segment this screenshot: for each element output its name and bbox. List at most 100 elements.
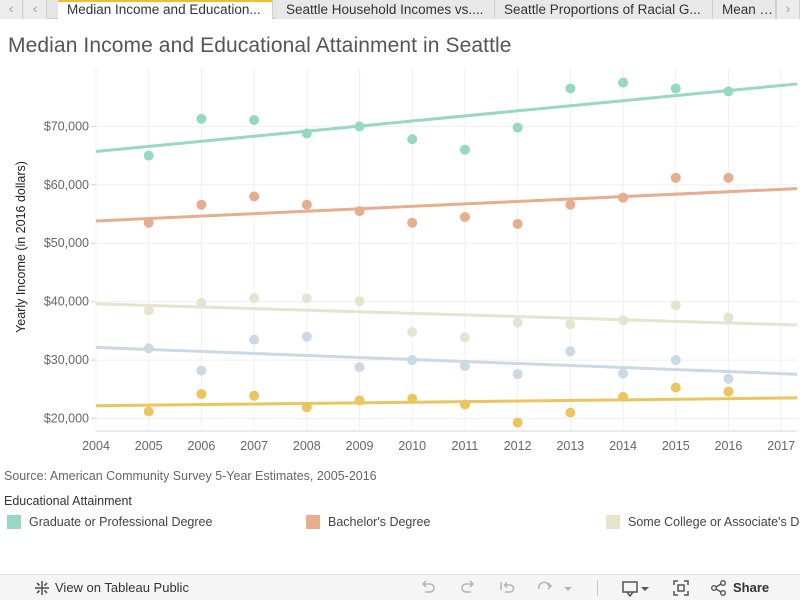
tab-median-income-education[interactable]: Median Income and Education...	[58, 0, 273, 19]
data-point-graduate	[512, 122, 523, 133]
data-point-less_than_hs	[249, 390, 260, 401]
data-point-some_college	[459, 332, 470, 343]
data-point-graduate	[249, 114, 260, 125]
x-tick-label: 2005	[135, 439, 163, 453]
data-point-bachelor	[723, 172, 734, 183]
x-tick-label: 2013	[556, 439, 584, 453]
share-button[interactable]: Share	[733, 580, 770, 595]
legend-label: Some College or Associate's De	[628, 515, 800, 529]
data-point-graduate	[196, 113, 207, 124]
refresh-dropdown-chevron-icon[interactable]	[562, 578, 574, 598]
data-point-high_school	[618, 368, 629, 379]
data-point-less_than_hs	[143, 406, 154, 417]
data-point-graduate	[670, 83, 681, 94]
tab-scroll-left-arrow-icon[interactable]: ‹	[24, 0, 47, 19]
tab-scroll-right-icon[interactable]: ›	[776, 0, 800, 19]
legend-label: Graduate or Professional Degree	[29, 515, 213, 529]
data-point-high_school	[196, 365, 207, 376]
data-point-high_school	[670, 355, 681, 366]
data-point-bachelor	[565, 199, 576, 210]
data-point-graduate	[618, 77, 629, 88]
data-point-bachelor	[143, 217, 154, 228]
data-point-some_college	[723, 312, 734, 323]
data-point-less_than_hs	[354, 395, 365, 406]
trend-line-graduate	[95, 82, 798, 153]
legend-swatch-graduate	[7, 515, 21, 529]
data-point-less_than_hs	[512, 417, 523, 428]
y-tick-label: $50,000	[44, 236, 89, 250]
y-tick-label: $40,000	[44, 295, 89, 309]
tab-mean-income[interactable]: Mean Inc	[713, 0, 776, 19]
toolbar-divider	[597, 580, 598, 596]
legend-title: Educational Attainment	[4, 494, 132, 508]
data-point-high_school	[249, 334, 260, 345]
data-point-some_college	[512, 317, 523, 328]
data-point-bachelor	[196, 199, 207, 210]
legend-swatch-bachelor	[306, 515, 320, 529]
data-point-some_college	[196, 297, 207, 308]
y-tick-label: $30,000	[44, 353, 89, 367]
y-axis-title: Yearly Income (in 2016 dollars)	[14, 161, 28, 333]
trend-line-less_than_hs	[95, 396, 798, 408]
data-point-some_college	[249, 293, 260, 304]
x-tick-label: 2009	[346, 439, 374, 453]
x-tick-label: 2008	[293, 439, 321, 453]
x-tick-label: 2010	[398, 439, 426, 453]
data-point-bachelor	[618, 192, 629, 203]
data-point-graduate	[407, 134, 418, 145]
trend-line-bachelor	[95, 187, 798, 223]
y-tick-label: $60,000	[44, 178, 89, 192]
data-point-some_college	[301, 293, 312, 304]
data-point-bachelor	[670, 172, 681, 183]
share-icon[interactable]	[709, 578, 729, 598]
data-point-high_school	[354, 362, 365, 373]
data-point-some_college	[670, 300, 681, 311]
data-point-high_school	[565, 346, 576, 357]
axes: $20,000 $30,000 $40,000 $50,000 $60,000 $70,0…	[44, 119, 795, 453]
view-on-tableau-public-link[interactable]: View on Tableau Public	[55, 580, 189, 595]
data-point-high_school	[723, 373, 734, 384]
data-point-some_college	[618, 315, 629, 326]
data-point-bachelor	[354, 206, 365, 217]
redo-icon[interactable]	[458, 578, 478, 598]
x-tick-label: 2007	[240, 439, 268, 453]
data-point-bachelor	[249, 191, 260, 202]
legend-swatch-some-college	[606, 515, 620, 529]
x-tick-label: 2006	[188, 439, 216, 453]
data-point-graduate	[143, 150, 154, 161]
data-point-less_than_hs	[565, 407, 576, 418]
data-point-less_than_hs	[196, 388, 207, 399]
x-tick-label: 2015	[662, 439, 690, 453]
data-point-high_school	[459, 360, 470, 371]
tab-bar: ‹ ‹ Median Income and Education... Seatt…	[0, 0, 800, 19]
data-point-less_than_hs	[407, 393, 418, 404]
y-tick-label: $70,000	[44, 119, 89, 133]
grid	[91, 68, 797, 432]
legend-item-some-college[interactable]: Some College or Associate's De	[606, 514, 800, 530]
legend-label: Bachelor's Degree	[328, 515, 431, 529]
data-point-less_than_hs	[459, 399, 470, 410]
source-note: Source: American Community Survey 5-Year…	[4, 469, 377, 483]
tab-scroll-left-icon[interactable]: ‹	[0, 0, 23, 19]
data-points	[143, 77, 734, 428]
data-point-some_college	[354, 296, 365, 307]
data-point-less_than_hs	[723, 386, 734, 397]
page-title: Median Income and Educational Attainment…	[8, 34, 512, 57]
x-tick-label: 2011	[452, 439, 479, 453]
data-point-bachelor	[407, 217, 418, 228]
fullscreen-icon[interactable]	[671, 578, 691, 598]
tableau-logo-icon	[35, 581, 49, 595]
x-tick-label: 2017	[767, 439, 795, 453]
download-icon[interactable]	[620, 578, 640, 598]
trend-line-high_school	[95, 345, 798, 376]
data-point-less_than_hs	[301, 402, 312, 413]
download-dropdown-chevron-icon[interactable]	[639, 578, 651, 598]
undo-icon[interactable]	[418, 578, 438, 598]
data-point-bachelor	[301, 199, 312, 210]
refresh-icon[interactable]	[535, 578, 555, 598]
data-point-high_school	[143, 343, 154, 354]
tab-household-incomes[interactable]: Seattle Household Incomes vs....	[277, 0, 495, 19]
revert-icon[interactable]	[497, 578, 517, 598]
y-tick-label: $20,000	[44, 411, 89, 425]
tab-racial-proportions[interactable]: Seattle Proportions of Racial G...	[495, 0, 713, 19]
